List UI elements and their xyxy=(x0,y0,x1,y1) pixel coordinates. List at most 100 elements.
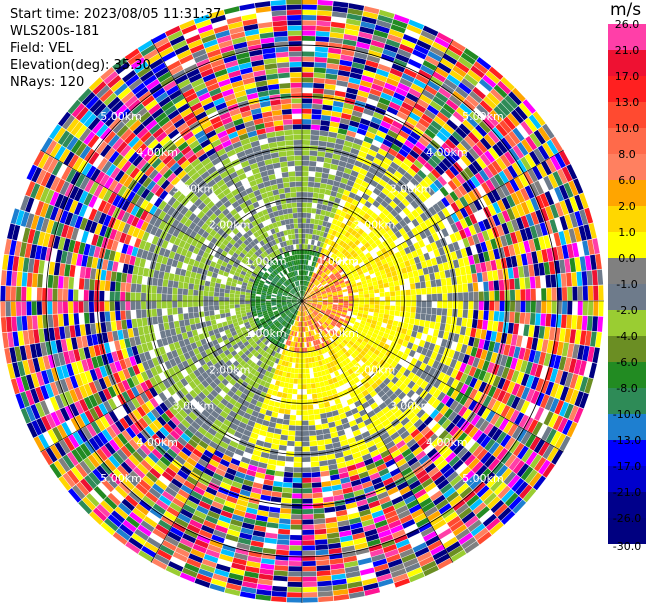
range-gate xyxy=(319,465,329,472)
range-gate xyxy=(302,259,305,265)
range-gate xyxy=(16,316,23,331)
range-gate xyxy=(307,276,310,282)
range-gate xyxy=(524,277,531,289)
range-gate xyxy=(373,288,380,294)
range-gate xyxy=(291,503,302,509)
range-gate xyxy=(302,20,317,26)
range-gate xyxy=(290,519,302,525)
range-gate xyxy=(314,57,328,63)
range-gate xyxy=(311,477,322,483)
range-gate xyxy=(298,363,302,369)
range-gate xyxy=(361,140,372,149)
range-gate xyxy=(88,301,95,313)
range-gate xyxy=(336,133,347,140)
range-gate xyxy=(295,431,302,436)
range-gate xyxy=(425,280,432,288)
range-gate xyxy=(312,93,324,99)
range-gate xyxy=(380,53,395,63)
range-gate xyxy=(426,294,432,301)
range-gate xyxy=(324,438,333,445)
range-gate xyxy=(363,108,375,117)
range-gate xyxy=(545,274,552,288)
range-gate xyxy=(321,237,326,243)
range-gate xyxy=(307,197,313,203)
range-gate xyxy=(302,384,307,390)
range-gate xyxy=(294,368,299,374)
range-gate xyxy=(229,301,235,305)
range-gate xyxy=(120,301,126,311)
range-gate xyxy=(591,270,598,286)
range-gate xyxy=(470,264,477,274)
range-gate xyxy=(94,301,100,312)
range-gate xyxy=(282,482,293,488)
range-gate xyxy=(330,190,338,197)
range-gate xyxy=(417,268,424,276)
range-gate xyxy=(184,319,190,326)
range-gate xyxy=(284,409,291,415)
range-gate xyxy=(318,236,323,242)
range-gate xyxy=(163,322,170,331)
range-gate xyxy=(304,244,308,250)
range-gate xyxy=(325,516,337,524)
range-gate xyxy=(587,285,594,301)
range-gate xyxy=(296,352,300,358)
range-gate xyxy=(317,444,326,451)
range-gate xyxy=(36,301,43,315)
range-gate xyxy=(193,312,200,319)
range-gate xyxy=(172,301,178,308)
range-gate xyxy=(305,368,310,374)
range-gate xyxy=(382,318,389,324)
range-gate xyxy=(267,426,275,434)
range-gate xyxy=(344,213,352,220)
range-gate xyxy=(376,102,389,111)
range-gate xyxy=(302,233,306,239)
range-gate xyxy=(137,326,145,336)
range-gate xyxy=(310,383,316,389)
range-gate xyxy=(276,544,290,551)
range-gate xyxy=(577,286,583,301)
range-gate xyxy=(420,313,426,321)
range-gate xyxy=(484,301,490,311)
range-gate xyxy=(551,301,557,314)
range-gate xyxy=(592,316,598,332)
range-gate xyxy=(290,404,297,410)
range-gate xyxy=(310,140,319,146)
range-gate xyxy=(340,177,349,185)
range-gate xyxy=(374,308,380,313)
range-gate xyxy=(308,282,312,288)
range-gate xyxy=(302,35,316,41)
range-gate xyxy=(468,292,474,301)
range-gate xyxy=(320,209,326,216)
range-gate xyxy=(359,80,373,88)
range-gate xyxy=(306,275,309,281)
range-gate xyxy=(185,325,192,332)
range-gate xyxy=(470,327,477,338)
range-gate xyxy=(260,302,266,306)
range-gate xyxy=(302,87,313,93)
range-gate xyxy=(331,16,347,24)
range-gate xyxy=(328,131,338,138)
range-gate xyxy=(369,44,384,54)
range-gate xyxy=(302,30,316,36)
range-gate xyxy=(320,413,327,419)
range-gate xyxy=(402,34,418,44)
range-gate xyxy=(327,239,333,246)
range-gate xyxy=(271,443,280,450)
range-gate xyxy=(287,592,302,598)
range-gate xyxy=(488,310,494,321)
range-gate xyxy=(334,143,344,151)
range-gate xyxy=(287,435,295,441)
range-gate xyxy=(324,511,337,519)
range-gate xyxy=(302,540,315,546)
range-gate xyxy=(11,316,18,332)
range-gate xyxy=(361,16,377,25)
range-gate xyxy=(367,93,380,102)
range-gate xyxy=(318,596,334,603)
range-gate xyxy=(302,446,310,452)
range-gate xyxy=(179,319,185,327)
range-gate xyxy=(312,492,323,499)
range-gate xyxy=(270,416,278,423)
range-gate xyxy=(156,301,162,309)
range-gate xyxy=(325,443,334,450)
range-gate xyxy=(473,291,479,301)
